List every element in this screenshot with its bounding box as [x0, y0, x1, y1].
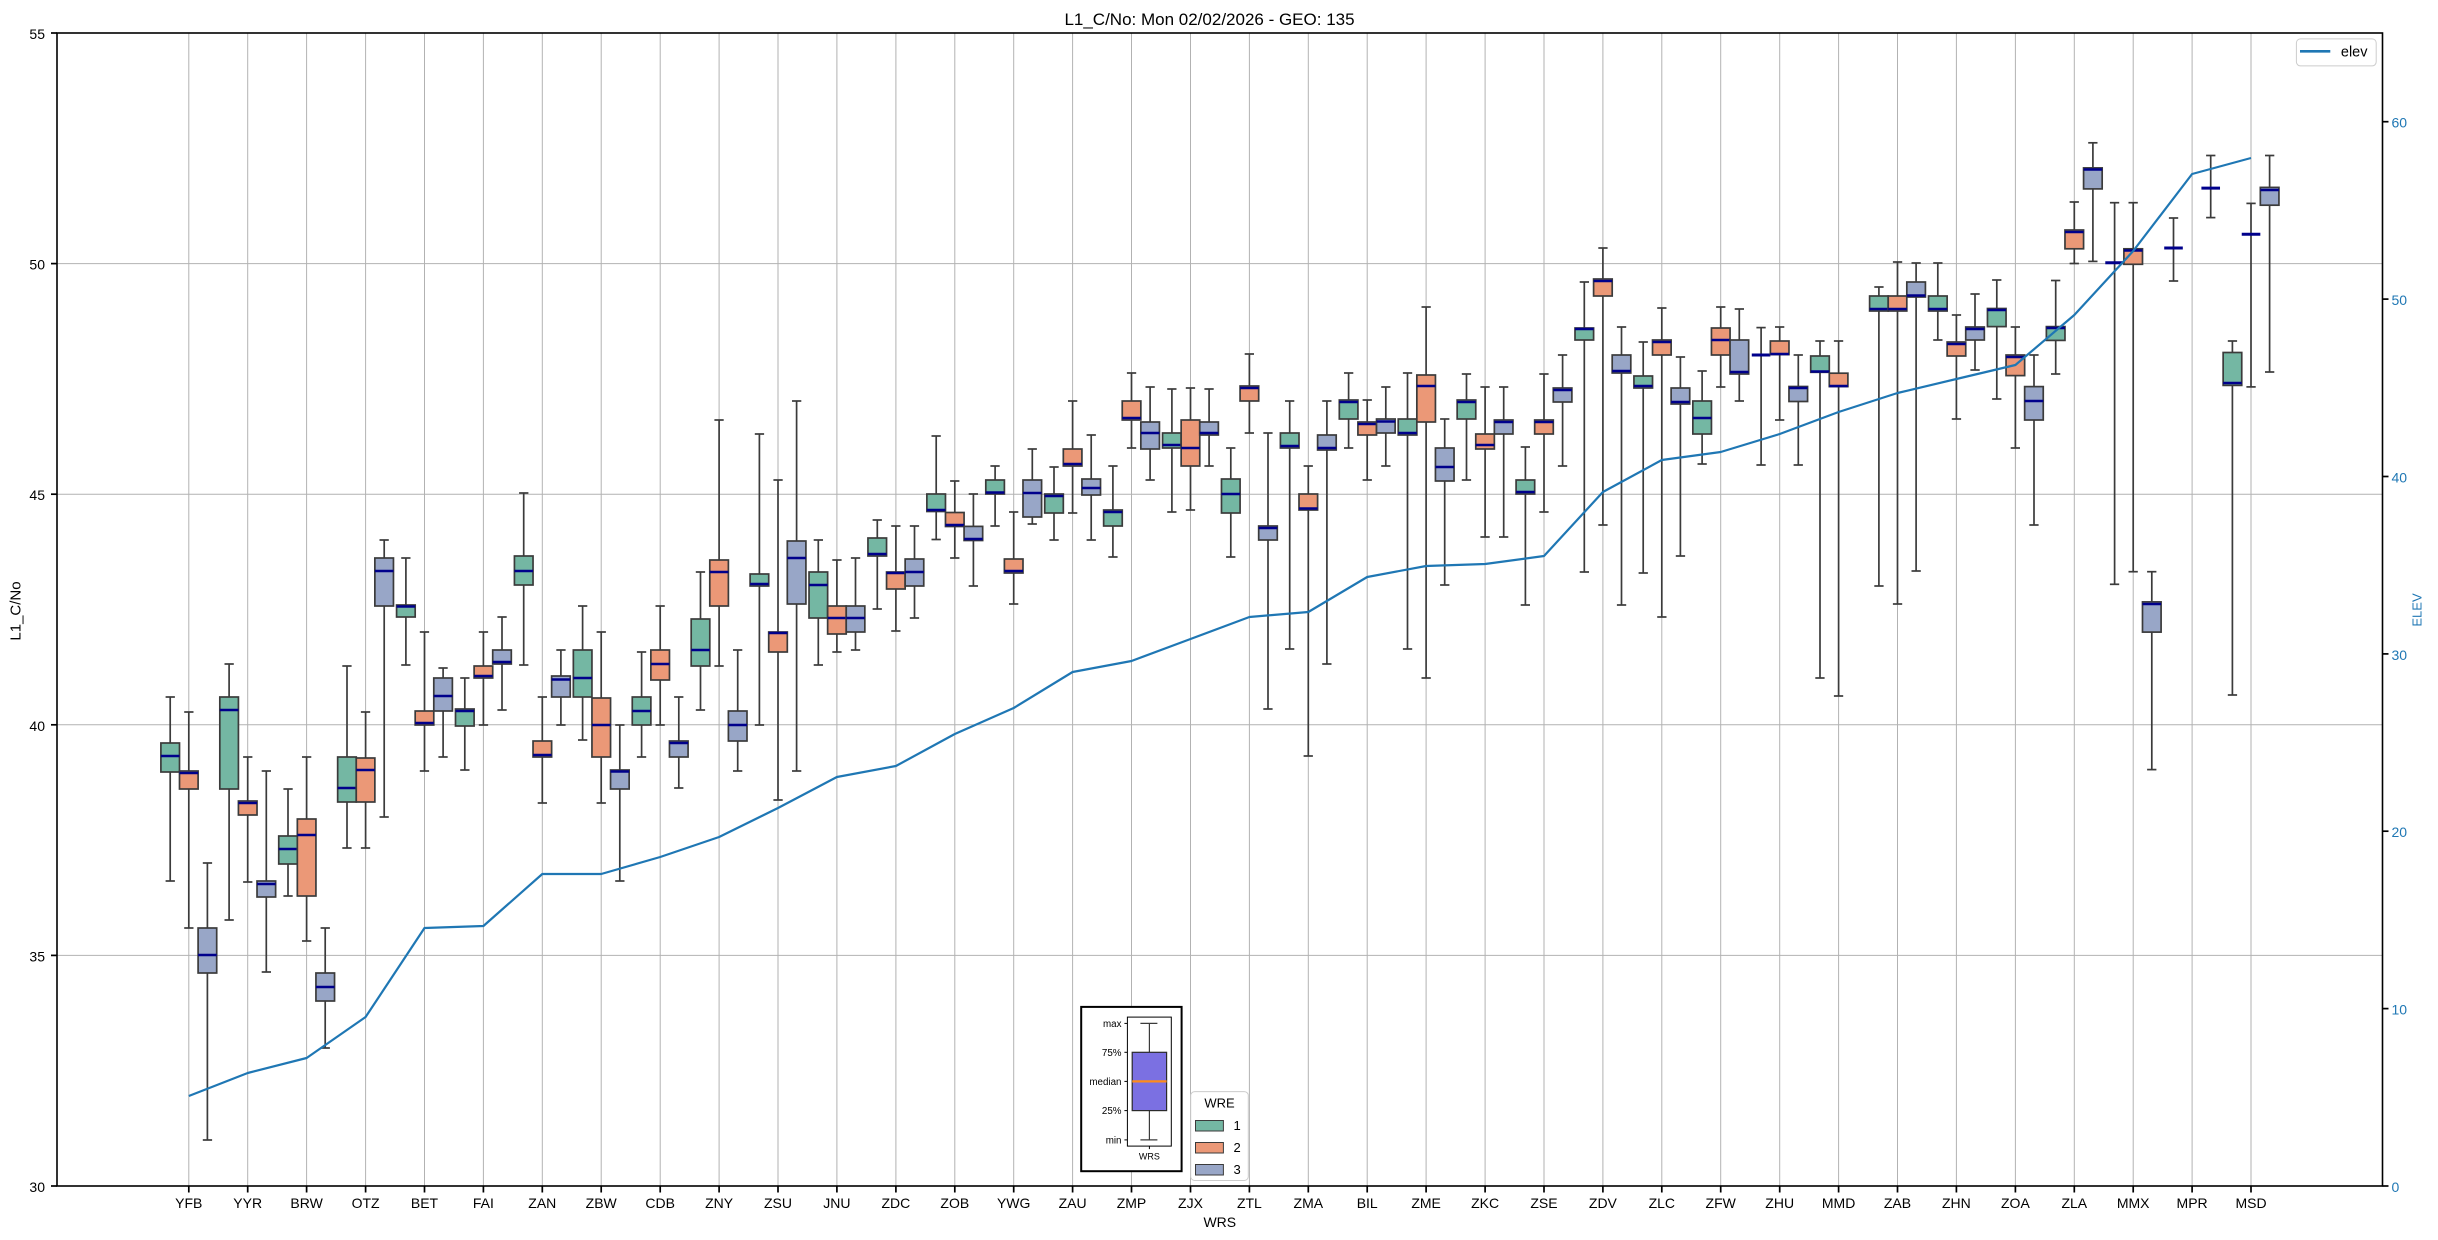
svg-text:ZBW: ZBW	[586, 1195, 618, 1211]
svg-text:ZDV: ZDV	[1589, 1195, 1618, 1211]
svg-text:45: 45	[29, 487, 45, 503]
svg-text:ELEV: ELEV	[2410, 593, 2425, 627]
svg-text:1: 1	[1234, 1118, 1241, 1133]
svg-text:0: 0	[2392, 1179, 2400, 1195]
svg-text:max: max	[1103, 1019, 1122, 1030]
svg-text:YWG: YWG	[997, 1195, 1030, 1211]
svg-text:ZLA: ZLA	[2061, 1195, 2087, 1211]
svg-text:MMD: MMD	[1822, 1195, 1855, 1211]
svg-text:50: 50	[2392, 292, 2408, 308]
svg-text:10: 10	[2392, 1002, 2408, 1018]
svg-text:60: 60	[2392, 115, 2408, 131]
svg-text:35: 35	[29, 948, 45, 964]
svg-text:25%: 25%	[1102, 1106, 1122, 1117]
svg-text:55: 55	[29, 26, 45, 42]
svg-text:CDB: CDB	[645, 1195, 675, 1211]
svg-text:30: 30	[29, 1179, 45, 1195]
svg-text:L1_C/No: Mon 02/02/2026 - GEO:: L1_C/No: Mon 02/02/2026 - GEO: 135	[1064, 10, 1354, 29]
svg-text:BIL: BIL	[1357, 1195, 1378, 1211]
svg-text:ZAB: ZAB	[1884, 1195, 1911, 1211]
svg-text:40: 40	[2392, 470, 2408, 486]
svg-text:WRS: WRS	[1203, 1214, 1236, 1230]
svg-text:75%: 75%	[1102, 1048, 1122, 1059]
svg-text:min: min	[1106, 1135, 1122, 1146]
svg-text:FAI: FAI	[473, 1195, 494, 1211]
svg-text:BET: BET	[411, 1195, 439, 1211]
svg-text:WRS: WRS	[1139, 1152, 1160, 1162]
svg-text:3: 3	[1234, 1162, 1241, 1177]
svg-text:ZMA: ZMA	[1294, 1195, 1324, 1211]
svg-text:BRW: BRW	[290, 1195, 323, 1211]
svg-text:OTZ: OTZ	[352, 1195, 380, 1211]
svg-text:ZHN: ZHN	[1942, 1195, 1971, 1211]
svg-text:L1_C/No: L1_C/No	[8, 581, 25, 640]
svg-text:MMX: MMX	[2117, 1195, 2150, 1211]
svg-text:ZDC: ZDC	[882, 1195, 911, 1211]
svg-text:ZFW: ZFW	[1706, 1195, 1737, 1211]
svg-text:YFB: YFB	[175, 1195, 202, 1211]
svg-text:ZAN: ZAN	[528, 1195, 556, 1211]
svg-text:ZHU: ZHU	[1765, 1195, 1794, 1211]
svg-text:40: 40	[29, 718, 45, 734]
svg-text:ZME: ZME	[1411, 1195, 1441, 1211]
svg-text:ZTL: ZTL	[1237, 1195, 1262, 1211]
svg-text:ZNY: ZNY	[705, 1195, 734, 1211]
svg-text:median: median	[1089, 1077, 1121, 1088]
svg-text:50: 50	[29, 257, 45, 273]
svg-text:ZLC: ZLC	[1649, 1195, 1675, 1211]
svg-text:MPR: MPR	[2177, 1195, 2208, 1211]
svg-text:ZOB: ZOB	[940, 1195, 969, 1211]
svg-text:MSD: MSD	[2235, 1195, 2266, 1211]
svg-text:2: 2	[1234, 1140, 1241, 1155]
svg-text:WRE: WRE	[1204, 1096, 1235, 1111]
svg-text:ZMP: ZMP	[1117, 1195, 1147, 1211]
svg-text:ZSU: ZSU	[764, 1195, 792, 1211]
svg-text:ZAU: ZAU	[1059, 1195, 1087, 1211]
svg-text:ZSE: ZSE	[1530, 1195, 1557, 1211]
svg-text:elev: elev	[2341, 44, 2368, 60]
svg-text:ZJX: ZJX	[1178, 1195, 1204, 1211]
svg-text:YYR: YYR	[233, 1195, 262, 1211]
svg-text:JNU: JNU	[823, 1195, 850, 1211]
svg-text:30: 30	[2392, 647, 2408, 663]
svg-text:ZOA: ZOA	[2001, 1195, 2030, 1211]
svg-text:20: 20	[2392, 824, 2408, 840]
svg-text:ZKC: ZKC	[1471, 1195, 1499, 1211]
